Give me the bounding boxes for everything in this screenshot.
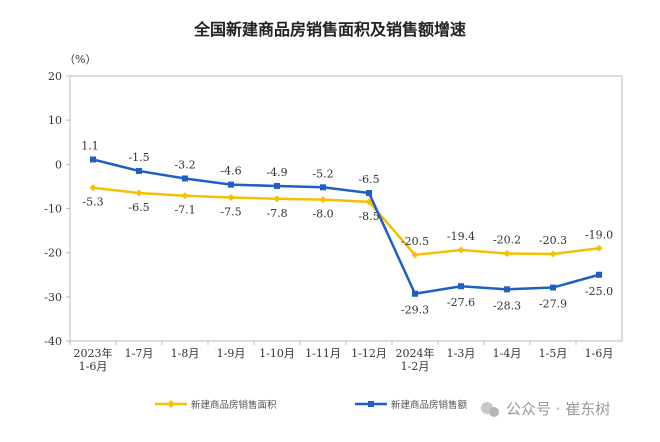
data-label: -27.9 — [539, 298, 567, 311]
data-point — [503, 250, 511, 258]
data-point — [227, 193, 235, 201]
watermark-text: 公众号 · 崔东树 — [506, 400, 610, 418]
data-label: -25.0 — [585, 285, 613, 298]
series-line-1 — [92, 158, 600, 296]
data-label: -27.6 — [447, 296, 475, 309]
data-point — [457, 246, 465, 254]
data-point — [458, 283, 464, 290]
data-label: -7.8 — [266, 207, 287, 220]
x-tick-label: 2023年 — [74, 346, 113, 360]
data-label: -6.5 — [358, 173, 379, 186]
data-label: -5.2 — [312, 167, 333, 180]
data-label: -6.5 — [128, 201, 149, 214]
y-tick-label: 0 — [55, 158, 62, 171]
data-point — [90, 156, 96, 163]
series-line-0 — [92, 186, 600, 257]
data-point — [135, 189, 143, 197]
y-tick-label: -40 — [44, 335, 62, 348]
data-label: -19.4 — [447, 230, 475, 243]
data-label: -4.9 — [266, 166, 287, 179]
data-label: -20.3 — [539, 234, 567, 247]
y-tick-label: -30 — [44, 291, 62, 304]
data-point — [365, 198, 373, 206]
x-tick-label: 1-12月 — [351, 347, 387, 360]
x-tick-label: 1-7月 — [125, 347, 154, 360]
data-point — [412, 290, 418, 297]
data-label: -28.3 — [493, 299, 521, 312]
data-point — [228, 181, 234, 188]
y-tick-label: -10 — [44, 203, 62, 216]
data-point — [319, 196, 327, 204]
x-tick-label: 1-6月 — [585, 347, 614, 360]
chart-title: 全国新建商品房销售面积及销售额增速 — [193, 20, 466, 39]
data-point — [89, 184, 97, 192]
legend-marker — [368, 401, 374, 407]
data-point — [366, 190, 372, 197]
data-label: -19.0 — [585, 228, 613, 241]
x-tick-label: 1-5月 — [539, 347, 568, 360]
data-label: -29.3 — [401, 304, 429, 317]
data-point — [411, 251, 419, 259]
y-tick-label: -20 — [44, 247, 62, 260]
y-axis-unit: （%） — [64, 53, 96, 66]
legend-label: 新建商品房销售面积 — [191, 399, 277, 411]
data-point — [182, 175, 188, 182]
data-label: -20.2 — [493, 234, 521, 247]
data-point — [549, 250, 557, 258]
data-label: -7.5 — [220, 205, 241, 218]
data-label: -1.5 — [128, 151, 149, 164]
data-point — [181, 192, 189, 200]
y-tick-label: 10 — [48, 114, 62, 127]
data-point — [273, 195, 281, 203]
y-tick-label: 20 — [48, 70, 62, 83]
wechat-icon-bubble — [489, 407, 499, 417]
x-tick-label: 1-10月 — [259, 347, 295, 360]
data-point — [595, 244, 603, 252]
watermark: 公众号 · 崔东树 — [481, 400, 610, 418]
legend-label: 新建商品房销售额 — [391, 399, 468, 411]
data-label: -5.3 — [82, 196, 103, 209]
data-point — [274, 182, 280, 189]
x-tick-label: 1-2月 — [401, 360, 430, 373]
x-tick-label: 1-4月 — [493, 347, 522, 360]
data-label: -4.6 — [220, 165, 241, 178]
x-tick-label: 1-3月 — [447, 347, 476, 360]
x-tick-label: 1-9月 — [217, 347, 246, 360]
x-tick-label: 1-8月 — [171, 347, 200, 360]
data-label: 1.1 — [81, 139, 99, 152]
data-point — [504, 286, 510, 293]
data-label: -8.0 — [312, 208, 333, 221]
data-point — [136, 167, 142, 174]
legend-marker — [167, 400, 175, 408]
x-tick-label: 1-6月 — [79, 360, 108, 373]
data-label: -20.5 — [401, 235, 429, 248]
data-point — [320, 184, 326, 191]
data-point — [550, 284, 556, 291]
data-point — [596, 271, 602, 278]
x-tick-label: 1-11月 — [305, 347, 341, 360]
data-label: -8.5 — [358, 210, 379, 223]
data-label: -7.1 — [174, 204, 195, 217]
x-tick-label: 2024年 — [396, 346, 435, 360]
data-label: -3.2 — [174, 158, 195, 171]
